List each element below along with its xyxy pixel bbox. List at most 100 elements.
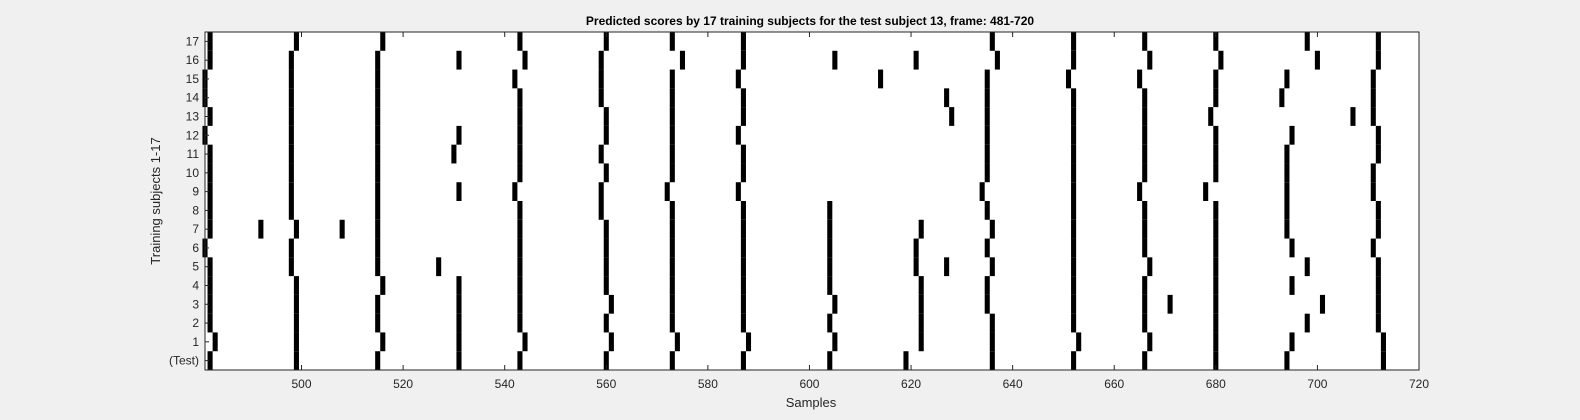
- raster-mark-row-13-6: [740, 107, 746, 126]
- raster-mark-row-7-9: [827, 219, 833, 239]
- raster-mark-row-10-11: [1284, 163, 1290, 183]
- raster-mark-row-2-11: [1071, 313, 1077, 333]
- raster-mark-row-12-4: [517, 125, 523, 145]
- raster-mark-row-4-2: [380, 276, 386, 295]
- raster-mark-row-2-3: [456, 313, 462, 333]
- y-axis-label: Training subjects 1-17: [148, 137, 163, 264]
- raster-mark-row-5-2: [375, 257, 381, 277]
- raster-marks: [202, 32, 1386, 370]
- raster-mark-row-2-1: [293, 313, 299, 333]
- raster-mark-row-6-7: [827, 238, 833, 258]
- raster-mark-row-11-9: [1071, 144, 1077, 164]
- x-tick-label-10: 700: [1307, 377, 1327, 391]
- x-tick-label-0: 500: [291, 377, 311, 391]
- y-tick-label-9: 9: [192, 185, 199, 199]
- raster-mark-row-7-2: [293, 219, 299, 239]
- raster-mark-row-4-10: [984, 276, 990, 295]
- raster-mark-row-12-13: [1375, 125, 1381, 145]
- plot-area: [205, 32, 1419, 370]
- raster-mark-row-14-9: [1071, 88, 1077, 108]
- raster-mark-row-17-2: [380, 32, 386, 51]
- raster-mark-row-17-9: [1142, 32, 1148, 51]
- raster-mark-row-5-9: [913, 257, 919, 277]
- x-tick-label-3: 560: [596, 377, 616, 391]
- raster-mark-row-16-12: [1147, 50, 1153, 70]
- raster-mark-row-9-4: [512, 182, 518, 201]
- raster-mark-row-4-11: [1071, 276, 1077, 295]
- raster-mark-row-9-2: [375, 182, 381, 201]
- raster-mark-row-5-16: [1375, 257, 1381, 277]
- raster-mark-row-15-8: [984, 69, 990, 89]
- raster-mark-row-8-11: [1213, 201, 1219, 220]
- x-tick-label-2: 540: [495, 377, 515, 391]
- raster-mark-row-11-1: [288, 144, 294, 164]
- raster-mark-row-14-13: [1370, 88, 1376, 108]
- raster-mark-row-2-7: [740, 313, 746, 333]
- raster-mark-row-13-12: [1350, 107, 1356, 126]
- x-tick-label-1: 520: [393, 377, 413, 391]
- raster-mark-row-8-0: [207, 201, 213, 220]
- x-tick-label-5: 600: [799, 377, 819, 391]
- raster-mark-row-16-1: [288, 50, 294, 70]
- raster-mark-row-11-10: [1142, 144, 1148, 164]
- raster-mark-row-1-4: [522, 332, 528, 352]
- raster-mark-row-5-12: [1071, 257, 1077, 277]
- x-tick-label-9: 680: [1206, 377, 1226, 391]
- raster-mark-row-13-3: [517, 107, 523, 126]
- raster-mark-row-15-6: [735, 69, 741, 89]
- raster-mark-row-12-10: [1142, 125, 1148, 145]
- raster-mark-row-3-7: [740, 294, 746, 314]
- raster-mark-row-3-6: [669, 294, 675, 314]
- raster-mark-row-13-2: [375, 107, 381, 126]
- raster-mark-row-4-3: [456, 276, 462, 295]
- raster-mark-row-6-4: [603, 238, 609, 258]
- raster-mark-row-1-5: [608, 332, 614, 352]
- raster-mark-row-7-7: [669, 219, 675, 239]
- raster-mark-row-15-13: [1370, 69, 1376, 89]
- raster-mark-row-12-8: [984, 125, 990, 145]
- raster-mark-row-10-9: [1142, 163, 1148, 183]
- raster-mark-row-1-14: [1289, 332, 1295, 352]
- raster-mark-row-16-8: [832, 50, 838, 70]
- raster-mark-row-14-4: [598, 88, 604, 108]
- raster-mark-row-3-3: [456, 294, 462, 314]
- raster-mark-row-15-1: [288, 69, 294, 89]
- raster-mark-row-2-13: [1213, 313, 1219, 333]
- raster-mark-row-12-3: [456, 125, 462, 145]
- x-tick-label-6: 620: [901, 377, 921, 391]
- y-tick-label-6: 6: [192, 241, 199, 255]
- raster-mark-row-1-3: [456, 332, 462, 352]
- raster-mark-row-14-3: [517, 88, 523, 108]
- raster-mark-row-14-11: [1213, 88, 1219, 108]
- raster-mark-row-7-13: [1142, 219, 1148, 239]
- raster-mark-row-16-11: [1071, 50, 1077, 70]
- raster-mark-row-10-12: [1370, 163, 1376, 183]
- raster-mark-row-5-1: [288, 257, 294, 277]
- raster-mark-row-9-1: [288, 182, 294, 201]
- raster-mark-row-14-8: [984, 88, 990, 108]
- raster-mark-row-10-1: [288, 163, 294, 183]
- raster-mark-row-5-13: [1147, 257, 1153, 277]
- y-tick-label-11: 11: [187, 147, 200, 161]
- raster-mark-row-7-14: [1213, 219, 1219, 239]
- raster-mark-row-13-9: [1071, 107, 1077, 126]
- chart-title: Predicted scores by 17 training subjects…: [586, 14, 1034, 28]
- raster-mark-row-12-5: [603, 125, 609, 145]
- raster-mark-row-5-6: [669, 257, 675, 277]
- y-tick-label-16: 16: [186, 53, 200, 67]
- raster-mark-row-16-15: [1375, 50, 1381, 70]
- raster-mark-row-6-2: [375, 238, 381, 258]
- raster-mark-row-17-0: [207, 32, 213, 51]
- raster-mark-row-1-10: [989, 332, 995, 352]
- raster-mark-row-1-1: [293, 332, 299, 352]
- raster-mark-row-13-0: [207, 107, 213, 126]
- raster-mark-row-10-6: [740, 163, 746, 183]
- raster-mark-row-9-0: [207, 182, 213, 201]
- raster-mark-row-8-5: [669, 201, 675, 220]
- raster-mark-row-8-7: [827, 201, 833, 220]
- raster-mark-row-9-5: [598, 182, 604, 201]
- raster-mark-row-6-10: [1071, 238, 1077, 258]
- raster-mark-row-4-15: [1375, 276, 1381, 295]
- raster-mark-row-3-5: [608, 294, 614, 314]
